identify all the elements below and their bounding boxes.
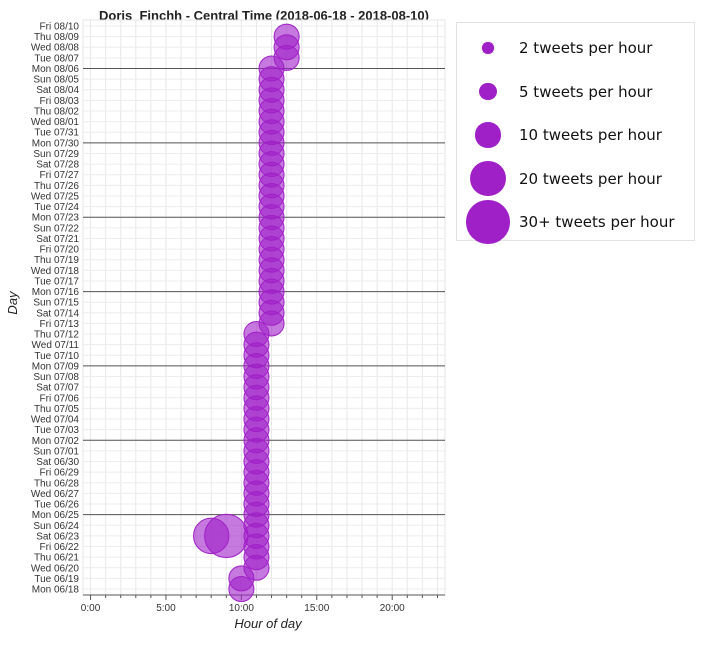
- y-tick-label: Thu 07/05: [34, 404, 79, 415]
- legend-label: 20 tweets per hour: [519, 169, 662, 188]
- chart-title: Doris_Finchh - Central Time (2018-06-18 …: [99, 8, 429, 23]
- x-tick-label: 15:00: [304, 603, 329, 614]
- y-tick-label: Thu 07/12: [34, 330, 79, 341]
- y-tick-label: Mon 07/23: [32, 213, 80, 224]
- x-tick-label: 0:00: [81, 603, 101, 614]
- y-tick-label: Fri 06/29: [40, 468, 80, 479]
- y-tick-label: Sun 07/01: [33, 446, 79, 457]
- y-tick-label: Sat 06/30: [36, 457, 79, 468]
- legend-entry: 2 tweets per hour: [457, 28, 694, 68]
- y-tick-label: Wed 07/11: [32, 340, 80, 351]
- y-tick-label: Fri 07/27: [40, 170, 80, 181]
- legend-entry: 10 tweets per hour: [457, 115, 694, 155]
- y-tick-label: Sun 06/24: [33, 521, 79, 532]
- y-tick-label: Thu 07/19: [34, 255, 79, 266]
- y-tick-label: Sat 07/14: [36, 308, 79, 319]
- y-tick-label: Mon 06/18: [32, 585, 80, 596]
- legend-marker: [475, 122, 501, 148]
- y-tick-label: Fri 06/22: [40, 542, 80, 553]
- y-tick-label: Tue 07/03: [34, 425, 79, 436]
- y-tick-label: Thu 08/02: [34, 106, 79, 117]
- y-tick-label: Mon 06/25: [32, 510, 80, 521]
- y-tick-label: Sat 07/07: [36, 383, 79, 394]
- y-tick-label: Sun 07/22: [33, 223, 79, 234]
- y-tick-label: Sun 07/15: [33, 298, 79, 309]
- legend-label: 2 tweets per hour: [519, 39, 653, 57]
- legend-entry: 5 tweets per hour: [457, 72, 694, 112]
- y-tick-label: Thu 06/28: [34, 478, 79, 489]
- y-tick-label: Fri 07/20: [40, 245, 80, 256]
- y-tick-label: Mon 07/09: [32, 361, 80, 372]
- data-point: [273, 23, 300, 50]
- y-tick-label: Wed 07/25: [31, 191, 80, 202]
- legend: 2 tweets per hour 5 tweets per hour 10 twe…: [456, 22, 695, 244]
- data-point: [204, 513, 249, 559]
- y-tick-label: Wed 06/27: [31, 489, 80, 500]
- y-tick-label: Sun 07/08: [33, 372, 79, 383]
- x-axis-label: Hour of day: [234, 616, 303, 631]
- y-tick-label: Thu 08/09: [34, 32, 79, 43]
- y-tick-label: Tue 07/31: [34, 128, 79, 139]
- legend-marker: [470, 160, 506, 197]
- y-tick-label: Wed 07/18: [31, 266, 80, 277]
- y-tick-label: Sat 08/04: [36, 85, 79, 96]
- x-tick-label: 5:00: [156, 603, 176, 614]
- y-tick-label: Tue 07/17: [34, 276, 79, 287]
- x-tick-label: 20:00: [380, 603, 405, 614]
- y-tick-label: Sat 07/21: [36, 234, 79, 245]
- data-points: [192, 23, 300, 603]
- legend-entry: 30+ tweets per hour: [457, 200, 694, 244]
- y-tick-label: Fri 08/03: [40, 96, 80, 107]
- legend-marker: [482, 42, 494, 54]
- y-tick-label: Mon 07/16: [32, 287, 80, 298]
- y-tick-label: Sat 06/23: [36, 531, 79, 542]
- y-tick-label: Fri 08/10: [40, 22, 80, 33]
- y-tick-label: Tue 06/19: [34, 574, 79, 585]
- legend-label: 30+ tweets per hour: [519, 213, 675, 231]
- y-tick-label: Tue 07/10: [34, 351, 79, 362]
- x-tick-label: 10:00: [229, 603, 254, 614]
- y-tick-label: Sun 07/29: [33, 149, 79, 160]
- y-tick-label: Wed 08/01: [31, 117, 80, 128]
- y-tick-label: Tue 08/07: [34, 53, 79, 64]
- y-tick-label: Mon 07/02: [32, 436, 80, 447]
- legend-label: 10 tweets per hour: [519, 126, 662, 144]
- y-tick-label: Wed 06/20: [31, 563, 80, 574]
- y-tick-label: Wed 08/08: [31, 43, 80, 54]
- y-tick-label: Sun 08/05: [33, 75, 79, 86]
- y-tick-label: Fri 07/13: [40, 319, 80, 330]
- legend-entry: 20 tweets per hour: [457, 159, 694, 199]
- y-tick-label: Tue 07/24: [34, 202, 79, 213]
- y-tick-label: Fri 07/06: [40, 393, 80, 404]
- x-tick-labels: 0:00 5:00 10:00 15:00 20:00: [81, 594, 445, 614]
- y-tick-label: Mon 07/30: [32, 138, 80, 149]
- y-axis-label: Day: [5, 290, 20, 315]
- y-tick-label: Thu 06/21: [34, 553, 79, 564]
- y-tick-label: Mon 08/06: [32, 64, 80, 75]
- y-tick-label: Tue 06/26: [34, 500, 79, 511]
- y-tick-label: Thu 07/26: [34, 181, 79, 192]
- legend-label: 5 tweets per hour: [519, 82, 653, 101]
- legend-marker: [479, 82, 497, 101]
- legend-marker: [466, 200, 510, 244]
- y-tick-label: Wed 07/04: [31, 415, 80, 426]
- y-tick-label: Sat 07/28: [36, 160, 79, 171]
